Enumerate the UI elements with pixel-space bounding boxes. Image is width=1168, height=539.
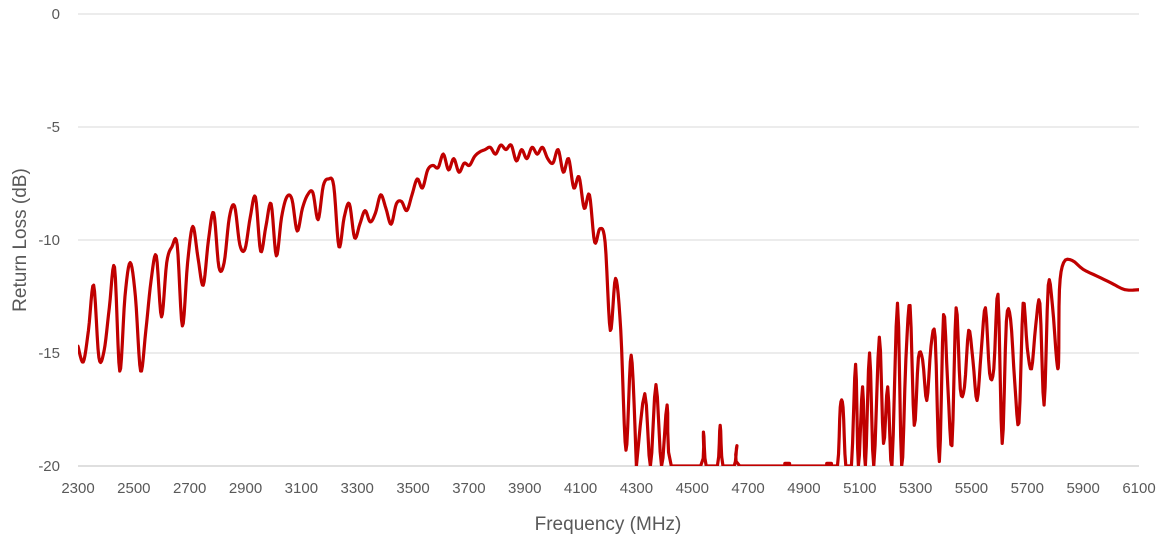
x-tick-label: 3300 [341,480,374,497]
series-line-low-band [78,143,639,466]
x-tick-label: 5100 [843,480,876,497]
x-tick-label: 5300 [899,480,932,497]
x-tick-label: 2500 [117,480,150,497]
x-tick-label: 3900 [508,480,541,497]
x-tick-label: 2300 [61,480,94,497]
x-tick-label: 4500 [676,480,709,497]
x-tick-label: 4900 [787,480,820,497]
x-tick-label: 4700 [731,480,764,497]
plot-area [78,143,1139,466]
y-tick-label: 0 [52,6,60,23]
x-tick-label: 6100 [1122,480,1155,497]
y-tick-label: -15 [38,345,60,362]
y-tick-labels: 0 -5 -10 -15 -20 [38,6,60,475]
x-tick-label: 3700 [452,480,485,497]
y-tick-label: -10 [38,232,60,249]
x-tick-label: 4300 [620,480,653,497]
y-axis-title: Return Loss (dB) [10,168,31,312]
x-tick-label: 3100 [285,480,318,497]
x-tick-label: 5700 [1011,480,1044,497]
grid [78,13,1139,467]
y-tick-label: -20 [38,458,60,475]
x-tick-label: 3500 [396,480,429,497]
y-tick-label: -5 [47,119,60,136]
x-tick-label: 5500 [955,480,988,497]
x-axis-title: Frequency (MHz) [535,514,682,535]
x-tick-labels: 2300 2500 2700 2900 3100 3300 3500 3700 3900 4100… [61,480,1155,497]
x-tick-label: 5900 [1066,480,1099,497]
x-tick-label: 4100 [564,480,597,497]
x-tick-label: 2900 [229,480,262,497]
series-line-high-band [634,257,1139,466]
x-tick-label: 2700 [173,480,206,497]
